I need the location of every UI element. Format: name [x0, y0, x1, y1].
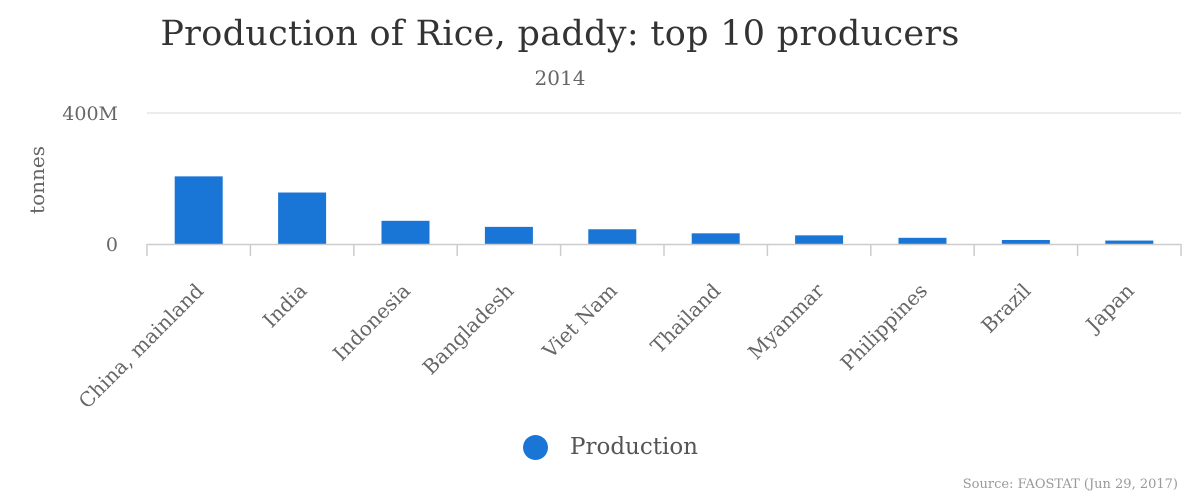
- legend-label: Production: [570, 434, 698, 460]
- y-axis-title: tonnes: [25, 146, 49, 214]
- y-tick-label: 400M: [62, 103, 118, 125]
- bar-china-mainland[interactable]: [174, 176, 223, 244]
- source-credit: Source: FAOSTAT (Jun 29, 2017): [962, 477, 1178, 492]
- x-tick-label: Viet Nam: [537, 279, 622, 364]
- bar-india[interactable]: [278, 192, 327, 244]
- y-tick-label: 0: [106, 234, 118, 256]
- chart-subtitle: 2014: [534, 66, 586, 90]
- y-axis: 0 400M: [62, 103, 118, 256]
- chart-title: Production of Rice, paddy: top 10 produc…: [160, 14, 960, 54]
- bar-philippines[interactable]: [898, 237, 947, 244]
- bar-myanmar[interactable]: [795, 235, 844, 244]
- x-tick-label: India: [258, 279, 312, 333]
- x-tick-label: Brazil: [976, 279, 1035, 338]
- bar-brazil[interactable]: [1001, 240, 1050, 244]
- x-tick-label: Myanmar: [743, 278, 829, 364]
- legend-marker: [523, 434, 548, 460]
- x-tick-label: China, mainland: [74, 278, 209, 413]
- x-axis: [146, 243, 1182, 256]
- x-tick-label: Thailand: [646, 278, 726, 358]
- bar-thailand[interactable]: [691, 233, 740, 244]
- x-tick-label: Japan: [1080, 278, 1139, 337]
- x-tick-label: Philippines: [836, 279, 933, 376]
- bar-indonesia[interactable]: [381, 220, 430, 244]
- x-tick-label: Bangladesh: [418, 278, 519, 379]
- bar-viet-nam[interactable]: [588, 229, 637, 244]
- bars-layer: [174, 176, 1154, 244]
- x-tick-label: Indonesia: [328, 279, 415, 366]
- bar-bangladesh[interactable]: [484, 226, 533, 244]
- legend[interactable]: Production: [523, 434, 698, 460]
- category-labels: China, mainland India Indonesia Bangladesh V…: [74, 278, 1139, 413]
- bar-japan[interactable]: [1105, 240, 1154, 244]
